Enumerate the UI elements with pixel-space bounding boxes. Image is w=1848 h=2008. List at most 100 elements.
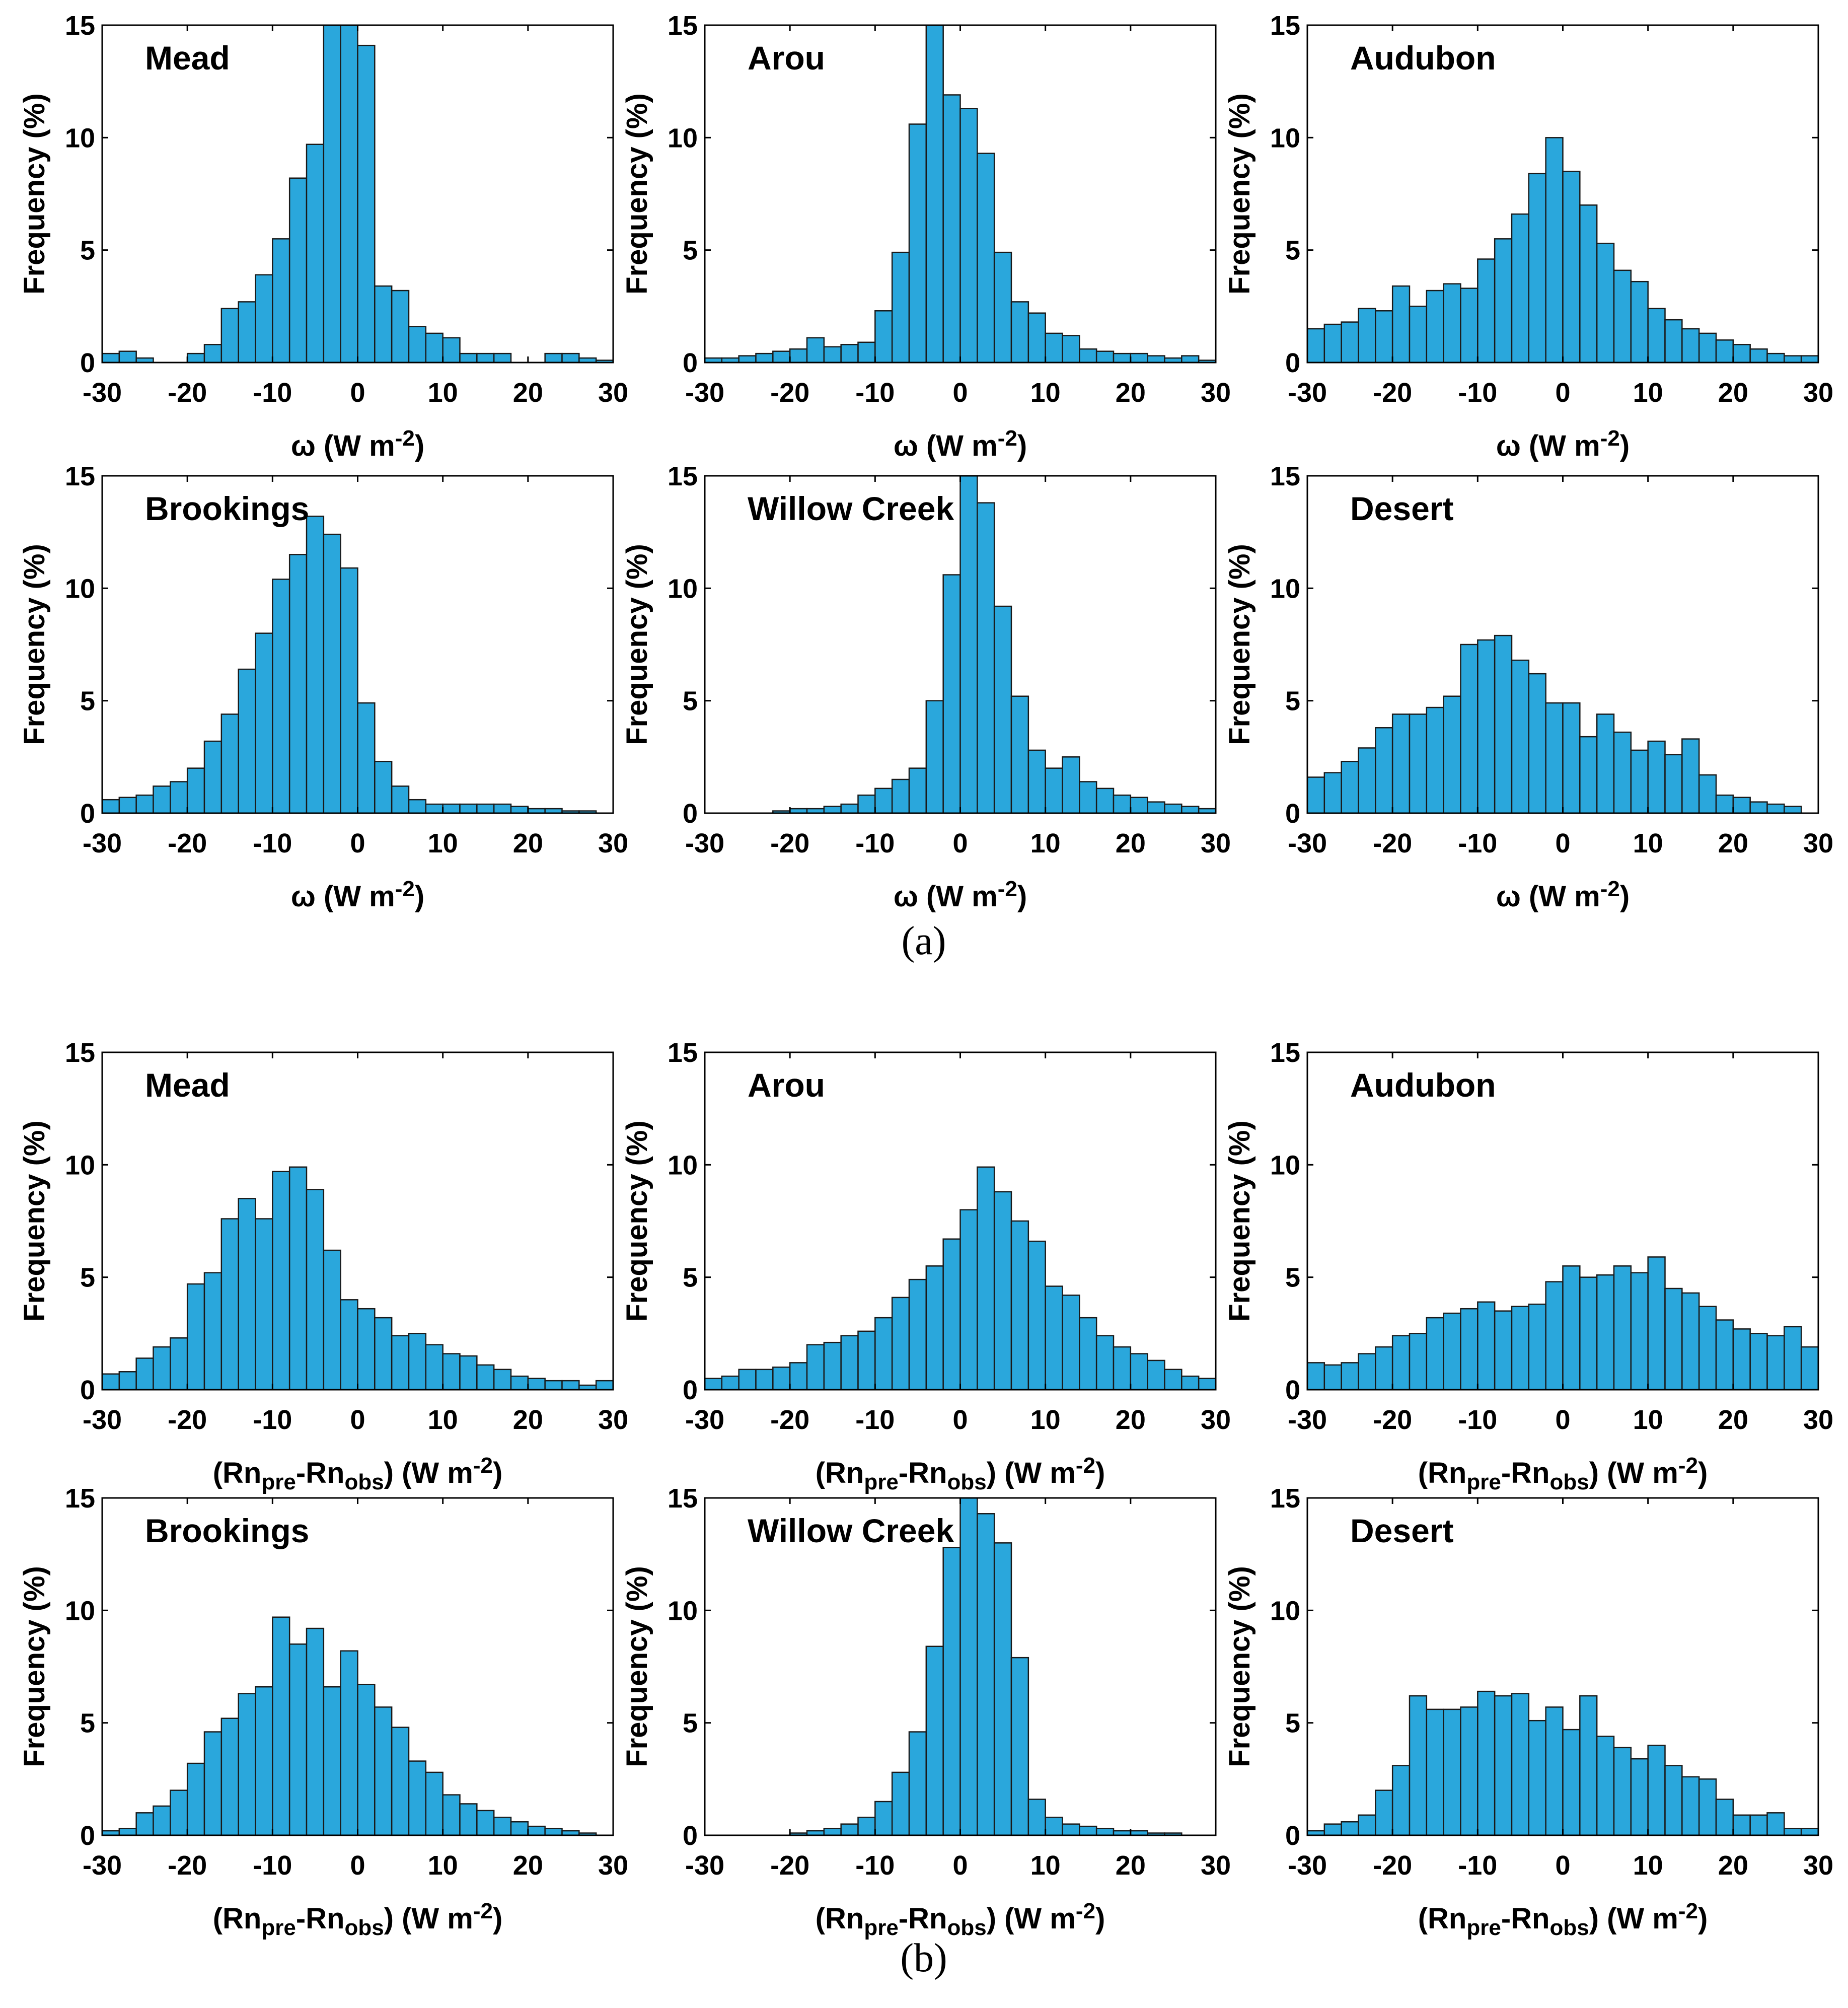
bar <box>374 285 393 364</box>
bar <box>238 301 256 364</box>
y-tick-label: 5 <box>1285 686 1300 716</box>
bar <box>1664 1765 1683 1836</box>
bar <box>1766 803 1785 814</box>
bar <box>1341 761 1359 814</box>
bar <box>118 350 137 364</box>
bar <box>1766 352 1785 364</box>
bar <box>857 1817 876 1836</box>
bars <box>101 516 597 814</box>
bar <box>1113 352 1132 364</box>
bar <box>1095 350 1115 364</box>
y-tick-label: 0 <box>1285 1821 1300 1851</box>
bar <box>977 502 995 814</box>
chart-brookings-a: -30 -20 -10 0 10 20 30 0 5 10 15 Frequency (%) ω (W … <box>18 461 628 913</box>
bar <box>1477 639 1496 814</box>
bar <box>1647 1745 1666 1836</box>
bar <box>1715 1799 1734 1836</box>
x-tick-label: 30 <box>1803 1850 1833 1881</box>
bar <box>118 797 137 814</box>
y-tick-label: 5 <box>80 1263 95 1293</box>
y-axis-label: Frequency (%) <box>621 1120 653 1322</box>
x-tick-label: -10 <box>855 1405 895 1435</box>
bar <box>1010 301 1029 364</box>
bar <box>1045 332 1063 364</box>
bar <box>823 1341 842 1391</box>
bar <box>170 1337 188 1391</box>
y-tick-label: 0 <box>80 348 95 378</box>
x-tick-label: 30 <box>1803 378 1833 408</box>
bar <box>561 352 580 364</box>
bar <box>153 1346 171 1391</box>
bar <box>789 1362 808 1391</box>
bar <box>1147 355 1165 364</box>
bar <box>1443 695 1461 814</box>
x-tick-label: -30 <box>1288 828 1327 858</box>
x-tick-label: -30 <box>83 1850 122 1881</box>
bar <box>186 767 205 814</box>
bar <box>306 516 325 814</box>
bar <box>925 24 944 364</box>
bar <box>357 1684 376 1836</box>
bar <box>1460 1706 1479 1836</box>
bar <box>891 1771 910 1836</box>
bar <box>1596 1274 1615 1391</box>
x-tick-label: 30 <box>598 378 628 408</box>
bar <box>1630 1272 1649 1391</box>
bar <box>1698 332 1717 364</box>
bar <box>823 1828 842 1836</box>
bar <box>925 1265 944 1391</box>
bar <box>891 251 910 364</box>
bar <box>153 1805 171 1836</box>
x-tick-label: -30 <box>685 1850 724 1881</box>
bar <box>220 1218 239 1391</box>
chart-title: Brookings <box>145 490 309 527</box>
bar <box>993 605 1012 814</box>
bar <box>1409 713 1428 814</box>
x-tick-label: 20 <box>1116 378 1146 408</box>
bar <box>1664 1287 1683 1391</box>
bar <box>1010 1657 1029 1836</box>
bar <box>1545 1706 1564 1836</box>
bar <box>255 632 273 814</box>
y-tick-label: 0 <box>1285 799 1300 829</box>
bar <box>1698 774 1717 814</box>
bar <box>527 1378 546 1391</box>
x-tick-label: -10 <box>253 378 292 408</box>
bar <box>1062 756 1080 814</box>
x-tick-label: -30 <box>685 1405 724 1435</box>
bar <box>1596 1736 1615 1836</box>
bar <box>1391 713 1411 814</box>
y-tick-label: 5 <box>80 236 95 266</box>
bar <box>1800 1346 1819 1391</box>
y-tick-label: 15 <box>65 1038 95 1068</box>
y-tick-label: 10 <box>1270 1150 1300 1180</box>
bar <box>840 803 859 814</box>
bar <box>1164 1369 1182 1391</box>
bar <box>806 337 825 364</box>
bar <box>1511 1306 1530 1391</box>
y-tick-label: 10 <box>668 573 698 604</box>
bar <box>323 533 341 814</box>
bar <box>1494 1695 1513 1836</box>
bar <box>1147 801 1165 814</box>
bar <box>1306 328 1325 364</box>
bar <box>1698 1778 1717 1836</box>
bar <box>1579 1695 1598 1836</box>
bars <box>1306 1690 1819 1836</box>
chart-title: Desert <box>1350 490 1453 527</box>
bar <box>306 1627 325 1836</box>
bar <box>738 355 757 364</box>
y-tick-label: 15 <box>65 461 95 491</box>
bar <box>101 1373 120 1391</box>
bar <box>340 567 358 814</box>
bar <box>1784 355 1802 364</box>
bar <box>1391 285 1411 364</box>
bar <box>323 24 341 364</box>
bar <box>1375 310 1393 364</box>
y-axis-label: Frequency (%) <box>1223 1566 1256 1767</box>
bar <box>1477 258 1496 364</box>
bar <box>1095 787 1115 814</box>
bar <box>1545 1281 1564 1391</box>
y-tick-label: 10 <box>1270 573 1300 604</box>
bar <box>476 1364 495 1391</box>
